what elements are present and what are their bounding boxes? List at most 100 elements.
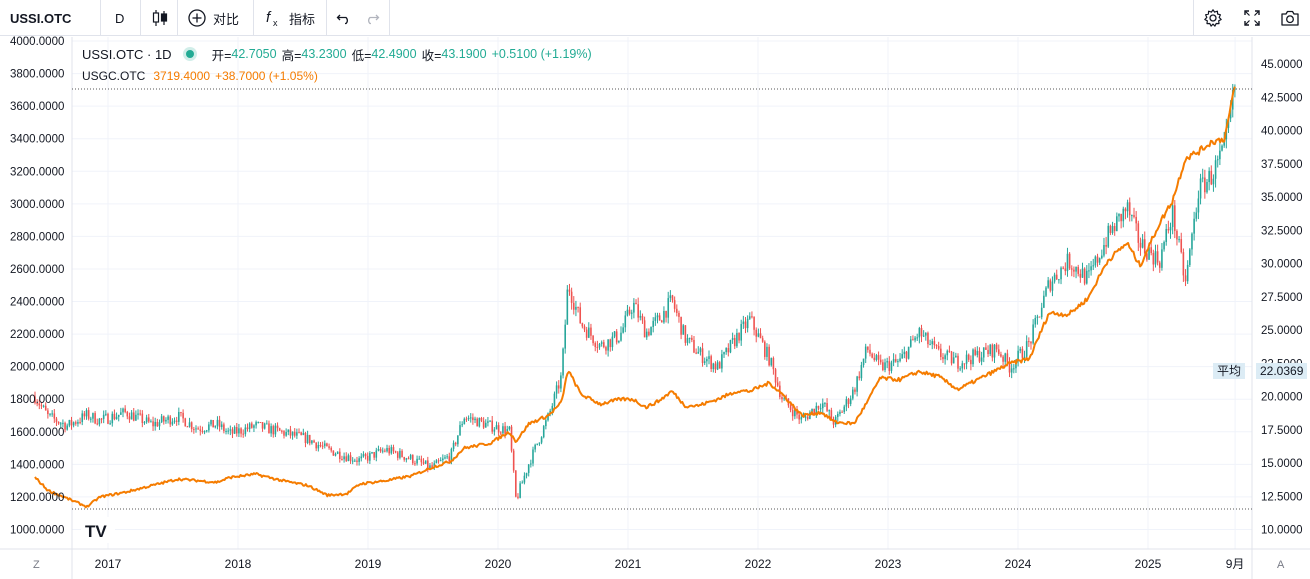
candle-body-up — [527, 464, 530, 473]
candle-body-up — [811, 408, 813, 413]
candle-body-down — [950, 351, 953, 364]
candle-body-up — [624, 315, 627, 328]
candle-body-up — [287, 429, 290, 433]
grid — [0, 37, 1310, 579]
timezone-button[interactable]: Z — [33, 559, 40, 571]
ussi-candles — [34, 83, 1236, 500]
compare-series-legend[interactable]: USGC.OTC 3719.4000 +38.7000 (+1.05%) — [82, 69, 318, 83]
candle-body-up — [884, 362, 886, 370]
candle-body-down — [813, 408, 815, 414]
candle-body-up — [362, 454, 365, 457]
usgc-series-line — [34, 86, 1236, 509]
candle-body-down — [1073, 269, 1075, 272]
candle-body-up — [502, 426, 504, 434]
candle-body-up — [712, 363, 715, 369]
candle-body-down — [1064, 268, 1067, 272]
candle-body-down — [701, 348, 704, 363]
candle-body-down — [755, 329, 758, 337]
candle-body-down — [218, 419, 221, 428]
candle-body-down — [1002, 356, 1004, 362]
compare-button[interactable]: 对比 — [187, 0, 239, 36]
candle-body-down — [585, 329, 588, 338]
candle-body-down — [384, 450, 386, 452]
candle-body-up — [1101, 255, 1103, 259]
redo-button[interactable] — [364, 0, 380, 36]
tradingview-logo[interactable]: TV — [81, 517, 115, 543]
candle-body-up — [467, 418, 470, 420]
candle-body-down — [107, 413, 109, 424]
undo-button[interactable] — [336, 0, 352, 36]
symbol-search[interactable]: USSI.OTC — [10, 10, 72, 26]
candle-body-down — [1068, 253, 1071, 269]
compare-label: 对比 — [213, 11, 240, 27]
left-axis-tick-label: 1000.0000 — [10, 525, 64, 537]
candle-body-down — [1062, 267, 1064, 269]
candle-body-up — [1116, 216, 1118, 232]
candle-body-up — [922, 335, 925, 337]
left-price-axis[interactable]: 1000.0000 1200.0000 1400.0000 1600.0000 1800… — [10, 36, 64, 537]
candle-body-up — [562, 348, 564, 376]
candle-style-button[interactable] — [151, 0, 169, 36]
candle-body-down — [744, 321, 747, 329]
candle-body-up — [405, 458, 408, 460]
main-series-legend[interactable]: USSI.OTC · 1D 开= 42.7050 高= 43.2300 低= 42.4… — [82, 45, 592, 63]
chart-area[interactable]: 1000.0000 1200.0000 1400.0000 1600.0000 1800… — [0, 36, 1310, 579]
candle-body-down — [1180, 239, 1183, 253]
candle-body-up — [444, 457, 446, 459]
candle-body-up — [1189, 249, 1191, 265]
candle-body-down — [568, 289, 571, 292]
candle-body-up — [828, 410, 831, 412]
candle-body-down — [751, 316, 753, 318]
candle-body-down — [328, 446, 330, 448]
candle-body-down — [128, 416, 131, 420]
settings-button[interactable] — [1203, 0, 1223, 36]
time-axis[interactable]: 2017 2018 2019 2020 2021 2022 2023 2024 2025 9月 — [95, 557, 1245, 571]
candle-body-down — [420, 458, 423, 463]
candle-body-down — [1173, 205, 1176, 231]
candle-body-down — [867, 346, 869, 350]
screenshot-button[interactable] — [1280, 0, 1300, 36]
close-value: 43.1900 — [441, 47, 487, 61]
candle-body-up — [210, 419, 212, 425]
candle-body-up — [102, 414, 105, 419]
candle-body-up — [1229, 109, 1232, 119]
indicators-button[interactable]: f x 指标 — [264, 0, 315, 36]
candle-body-down — [38, 403, 41, 406]
price-chart[interactable]: 1000.0000 1200.0000 1400.0000 1600.0000 1800… — [0, 36, 1310, 579]
candle-body-up — [1212, 178, 1215, 185]
candle-body-up — [1094, 256, 1097, 266]
candle-body-down — [517, 496, 519, 498]
candle-body-up — [130, 412, 133, 420]
left-axis-tick-label: 3200.0000 — [10, 166, 64, 178]
time-axis-tick-label: 2017 — [95, 557, 122, 571]
candle-body-down — [648, 331, 650, 336]
candle-body-down — [1028, 341, 1030, 343]
candle-body-down — [643, 320, 646, 338]
interval-button[interactable]: D — [115, 10, 125, 26]
right-price-axis[interactable]: 10.000012.500015.000017.500020.000022.50… — [1261, 59, 1303, 537]
candle-body-up — [1053, 274, 1056, 282]
candle-body-down — [733, 337, 736, 347]
left-axis-tick-label: 2200.0000 — [10, 329, 64, 341]
candle-body-up — [66, 425, 68, 430]
candle-body-up — [216, 419, 219, 426]
candle-body-up — [263, 423, 266, 429]
candle-body-down — [281, 430, 283, 432]
candle-body-down — [278, 428, 281, 431]
candle-body-up — [1015, 361, 1017, 369]
candle-body-up — [244, 427, 247, 435]
fullscreen-button[interactable] — [1243, 0, 1261, 36]
candle-body-down — [1133, 215, 1135, 217]
candle-body-up — [1103, 245, 1105, 256]
candle-body-up — [1169, 227, 1172, 231]
candle-body-up — [1034, 317, 1037, 325]
candle-body-down — [583, 326, 586, 330]
candle-body-down — [869, 349, 871, 354]
candle-body-up — [794, 409, 796, 417]
svg-text:TV: TV — [85, 522, 107, 541]
candle-body-up — [540, 437, 543, 443]
candle-body-up — [633, 302, 635, 313]
auto-scale-button[interactable]: A — [1277, 559, 1285, 571]
candle-body-up — [442, 458, 444, 461]
plus-circle-icon — [188, 9, 206, 27]
